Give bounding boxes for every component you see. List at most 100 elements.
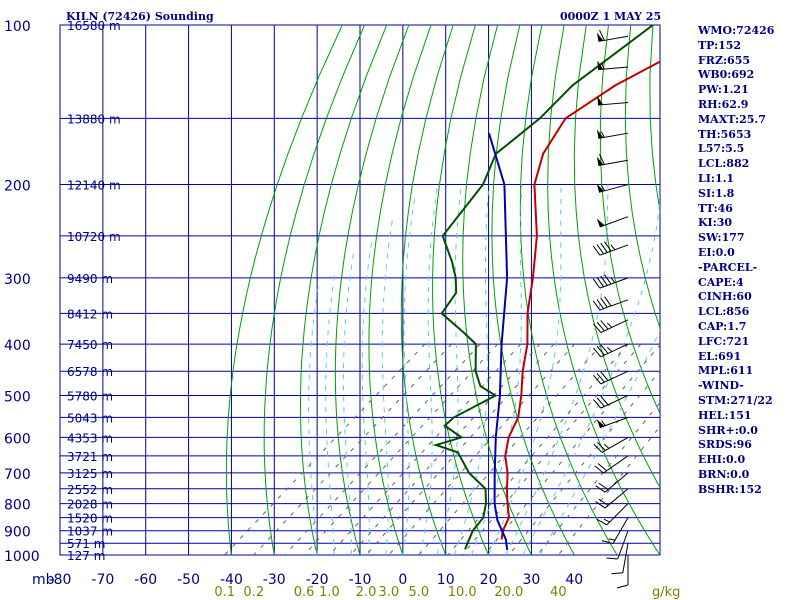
index-item: CAPE:4: [698, 275, 744, 289]
wind-barb-pennant: [596, 32, 604, 42]
wind-barb-half: [601, 420, 606, 426]
mixing-ratio-line: [303, 343, 498, 555]
mixing-ratio-unit: g/kg: [652, 585, 680, 600]
index-item: STM:271/22: [698, 393, 773, 407]
wind-barb-staff: [600, 395, 629, 409]
wind-barb-flag: [604, 296, 612, 307]
index-item: LCL:856: [698, 305, 750, 319]
wind-barb-flag: [592, 245, 601, 256]
adiabat-lines: [224, 25, 660, 555]
temperature-tick-label: -30: [263, 572, 286, 588]
pressure-tick-label: 300: [4, 272, 31, 288]
wind-barb-flag: [596, 518, 608, 526]
mixing-ratio-label: 0.6: [294, 585, 315, 600]
mixing-ratio-line: [447, 343, 629, 555]
wind-barb-flag: [600, 242, 608, 253]
mixing-ratio-line: [329, 343, 522, 555]
wind-barb-flag: [604, 274, 612, 285]
mixing-ratio-line: [484, 344, 660, 555]
mixing-ratio-label: 1.0: [319, 585, 340, 600]
temperature-tick-label: 10: [437, 572, 455, 588]
temperature-tick-label: 0: [398, 572, 407, 588]
wind-barb-staff: [598, 66, 629, 71]
mixing-ratio-line: [537, 402, 660, 555]
wind-barb: [592, 296, 629, 311]
dry-adiabat: [225, 25, 343, 555]
height-label: 16580 m: [67, 19, 121, 33]
index-item: SI:1.8: [698, 186, 735, 200]
dry-adiabat: [300, 25, 388, 555]
wind-barb-staff: [599, 299, 629, 311]
wind-barb-staff: [599, 216, 629, 228]
pressure-tick-label: 800: [4, 498, 31, 514]
moist-adiabat: [505, 184, 609, 555]
wind-barb-staff: [599, 277, 629, 289]
mixing-ratio-label: 0.2: [243, 585, 264, 600]
wind-barb: [592, 241, 629, 256]
dry-adiabat: [263, 25, 365, 555]
mixing-ratio-line: [557, 425, 660, 555]
wind-barb-staff: [598, 101, 629, 106]
wind-barb-flag: [592, 278, 601, 289]
wind-barb-staff: [600, 319, 629, 333]
dry-adiabat: [368, 25, 432, 555]
temperature-tick-label: -80: [49, 572, 72, 588]
wind-barb-flag: [593, 444, 603, 453]
height-label: 5043 m: [67, 411, 113, 425]
pressure-tick-label: 500: [4, 389, 31, 405]
index-item: FRZ:655: [698, 53, 751, 67]
wind-barb-flag: [600, 297, 608, 308]
wind-barb-flag: [597, 463, 608, 472]
wind-barb: [593, 343, 629, 358]
wind-barb: [595, 488, 629, 509]
temperature-tick-label: -20: [306, 572, 329, 588]
temperature-tick-label: -50: [177, 572, 200, 588]
wind-barb-flag: [593, 399, 602, 409]
wind-barb-flag: [611, 572, 623, 575]
chart-title: KILN (72426) Sounding: [66, 10, 214, 23]
wind-barb-staff: [604, 472, 629, 493]
wind-barb-flag: [596, 299, 604, 309]
height-label: 3125 m: [67, 467, 113, 481]
wind-barb-flag: [601, 540, 614, 545]
index-item: SHR+:0.0: [698, 423, 758, 437]
wind-barb-staff: [604, 488, 629, 509]
height-label: 13880 m: [67, 112, 121, 126]
wind-barb-pennant: [597, 60, 604, 70]
pressure-tick-label: 700: [4, 467, 31, 483]
height-label: 2028 m: [67, 498, 113, 512]
height-label: 571 m: [67, 537, 105, 551]
dewpoint-trace: [432, 25, 654, 550]
index-item: CINH:60: [698, 290, 752, 304]
mixing-ratio-line: [508, 370, 660, 555]
wind-barb-pennant: [596, 183, 604, 193]
index-item: TP:152: [698, 38, 742, 52]
wind-barb: [593, 370, 629, 385]
wind-barb-flag: [604, 241, 612, 252]
mixing-ratio-label: 5.0: [408, 585, 429, 600]
wind-barb-flag: [598, 482, 609, 491]
pressure-tick-label: 1000: [4, 549, 40, 565]
index-item: LCL:882: [698, 157, 750, 171]
index-item: RH:62.9: [698, 97, 749, 111]
moist-adiabat: [488, 184, 562, 555]
wind-barb-half: [603, 443, 610, 449]
wind-barb: [593, 319, 629, 333]
index-item: -WIND-: [698, 379, 744, 393]
mixing-ratio-label: 20.0: [494, 585, 523, 600]
pressure-tick-label: 900: [4, 525, 31, 541]
wind-barb-half: [608, 538, 616, 541]
pressure-tick-label: 400: [4, 338, 31, 354]
wind-barb-flag: [597, 442, 606, 451]
wind-barb-flag: [598, 498, 609, 506]
dry-adiabat: [400, 25, 454, 555]
index-item: SRDS:96: [698, 438, 752, 452]
moist-adiabat: [419, 184, 439, 555]
wind-barb: [606, 530, 629, 560]
wind-barb: [597, 60, 629, 71]
wind-barb: [595, 472, 629, 493]
parcel-trace: [488, 132, 509, 551]
mixing-ratio-line: [418, 343, 603, 555]
temperature-tick-label: 20: [480, 572, 498, 588]
